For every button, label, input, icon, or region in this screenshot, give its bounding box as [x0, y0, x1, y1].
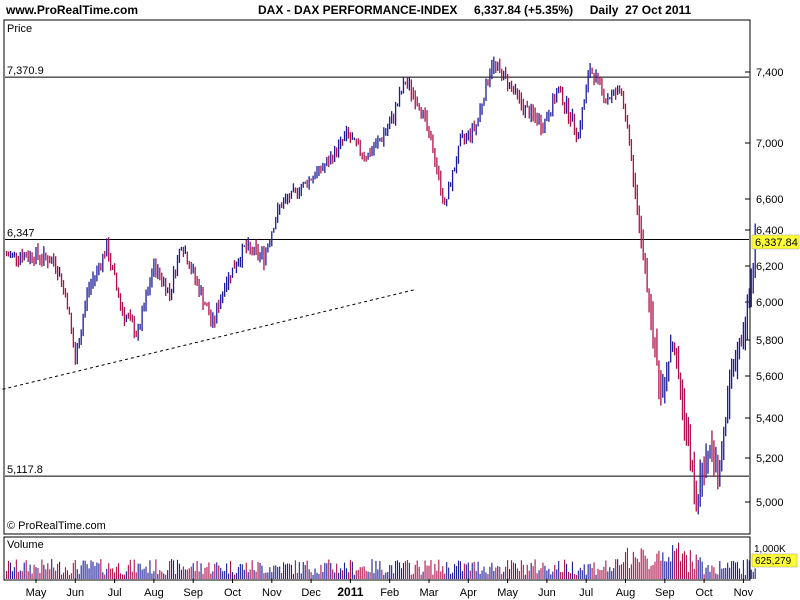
price-panel-frame: [3, 19, 751, 535]
x-tick-label: Apr: [460, 587, 477, 599]
last-value: 6,337.84 (+5.35%): [474, 3, 574, 17]
y-tick-label: 7,400: [756, 67, 784, 79]
x-tick-label: Jul: [579, 587, 593, 599]
level-label: 7,370.9: [7, 65, 44, 77]
x-tick-label: Aug: [616, 587, 636, 599]
y-tick-label: 5,200: [756, 453, 784, 465]
volume-bars: [5, 542, 756, 579]
level-label: 5,117.8: [7, 464, 43, 476]
y-tick-label: 5,400: [756, 413, 784, 425]
x-tick-label: May: [26, 587, 47, 599]
y-axis: 5,000 5,200 5,400 5,600 5,800 6,000 6,200 6,400…: [745, 67, 784, 509]
volume-last-label: 625,279: [755, 556, 792, 567]
volume-last-tag: [751, 553, 798, 568]
copyright-label: © ProRealTime.com: [7, 520, 106, 532]
last-price-label: 6,337.84: [755, 237, 798, 249]
x-tick-label: Sep: [655, 587, 675, 599]
volume-panel-label: Volume: [7, 539, 44, 551]
x-tick-label: Nov: [262, 587, 282, 599]
y-tick-label: 7,000: [756, 138, 784, 150]
price-bars: [5, 56, 756, 515]
volume-panel-frame: [3, 536, 751, 581]
volume-axis-label: 1,000K: [754, 544, 786, 555]
x-tick-label: 2011: [337, 585, 363, 599]
chart-header: www.ProRealTime.com DAX - DAX PERFORMANC…: [0, 0, 800, 18]
y-tick-label: 6,200: [756, 261, 784, 273]
date: 27 Oct 2011: [625, 3, 692, 17]
x-tick-label: Jun: [66, 587, 84, 599]
x-axis: May Jun Jul Aug Sep Oct Nov Dec 2011 Feb Mar Apr May…: [26, 578, 754, 599]
x-tick-label: Oct: [696, 587, 713, 599]
x-tick-label: Oct: [224, 587, 241, 599]
y-tick-label: 5,000: [756, 497, 784, 509]
x-tick-label: Nov: [734, 587, 754, 599]
site-name[interactable]: www.ProRealTime.com: [6, 3, 139, 17]
y-tick-label: 6,000: [756, 297, 784, 309]
period: Daily: [589, 3, 619, 17]
x-tick-label: Jul: [108, 587, 122, 599]
instrument-title: DAX - DAX PERFORMANCE-INDEX: [258, 3, 458, 17]
level-label: 6,347: [7, 228, 35, 240]
x-tick-label: Aug: [144, 587, 164, 599]
x-tick-label: Dec: [301, 587, 321, 599]
x-tick-label: Feb: [380, 587, 399, 599]
x-tick-label: May: [497, 587, 518, 599]
x-tick-label: Sep: [183, 587, 203, 599]
price-panel-label: Price: [7, 23, 32, 35]
last-price-tag: [751, 234, 800, 250]
y-tick-label: 6,600: [756, 194, 784, 206]
y-tick-label: 5,600: [756, 371, 784, 383]
y-tick-label: 6,400: [756, 225, 784, 237]
horizontal-levels: 7,370.9 6,347 5,117.8: [5, 65, 749, 477]
chart-title-line: DAX - DAX PERFORMANCE-INDEX 6,337.84 (+5…: [258, 3, 691, 17]
x-tick-label: Mar: [420, 587, 439, 599]
x-tick-label: Jun: [538, 587, 556, 599]
y-tick-label: 5,800: [756, 335, 784, 347]
